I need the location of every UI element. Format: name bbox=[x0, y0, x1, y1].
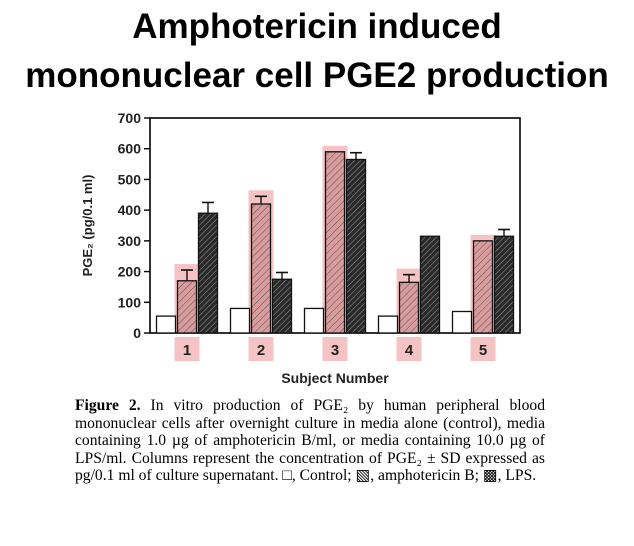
control-bar bbox=[451, 310, 473, 334]
y-tick-label: 700 bbox=[118, 110, 142, 126]
control-bar bbox=[229, 307, 251, 334]
lps-bar bbox=[493, 235, 515, 334]
lps-bar bbox=[197, 212, 219, 334]
category-highlight bbox=[322, 337, 348, 361]
y-tick-label: 200 bbox=[118, 264, 142, 280]
category-highlight bbox=[396, 337, 422, 361]
lps-bar bbox=[345, 158, 367, 334]
y-tick-label: 100 bbox=[118, 294, 142, 310]
y-tick-label: 600 bbox=[118, 141, 142, 157]
title-line-1: Amphotericin induced bbox=[132, 7, 502, 46]
category-highlight bbox=[248, 337, 274, 361]
amphotericin-bar bbox=[324, 151, 346, 334]
x-category-label: 1 bbox=[183, 342, 191, 359]
control-bar bbox=[303, 307, 325, 334]
y-tick-label: 0 bbox=[133, 325, 141, 341]
x-category-label: 5 bbox=[479, 342, 487, 359]
y-tick-label: 500 bbox=[118, 171, 142, 187]
amphotericin-bar bbox=[176, 280, 198, 334]
amphotericin-bar bbox=[472, 240, 494, 334]
x-category-label: 3 bbox=[331, 342, 339, 359]
x-axis-label: Subject Number bbox=[281, 370, 389, 386]
control-bar bbox=[377, 315, 399, 334]
category-highlight bbox=[174, 337, 200, 361]
category-highlight bbox=[470, 337, 496, 361]
y-tick-label: 300 bbox=[118, 233, 142, 249]
title-line-2: mononuclear cell PGE2 production bbox=[25, 56, 609, 95]
caption-lead: Figure 2. bbox=[75, 397, 141, 414]
x-category-label: 2 bbox=[257, 342, 265, 359]
caption-text: In vitro production of PGE₂ by human per… bbox=[75, 397, 545, 485]
y-axis-label: PGE₂ (pg/0.1 ml) bbox=[80, 175, 95, 277]
y-tick-label: 400 bbox=[118, 202, 142, 218]
figure-caption: Figure 2. In vitro production of PGE₂ by… bbox=[75, 397, 545, 485]
lps-bar bbox=[419, 235, 441, 334]
amphotericin-bar bbox=[398, 281, 420, 334]
control-bar bbox=[155, 315, 177, 334]
lps-bar bbox=[271, 278, 293, 334]
bar-chart: 0 100 200 300 400 500 600 700 PGE₂ (pg/0.1 ml) 1 2… bbox=[80, 110, 521, 386]
slide-title: Amphotericin induced mononuclear cell PG… bbox=[0, 2, 634, 100]
x-category-label: 4 bbox=[405, 342, 414, 359]
amphotericin-bar bbox=[250, 203, 272, 334]
